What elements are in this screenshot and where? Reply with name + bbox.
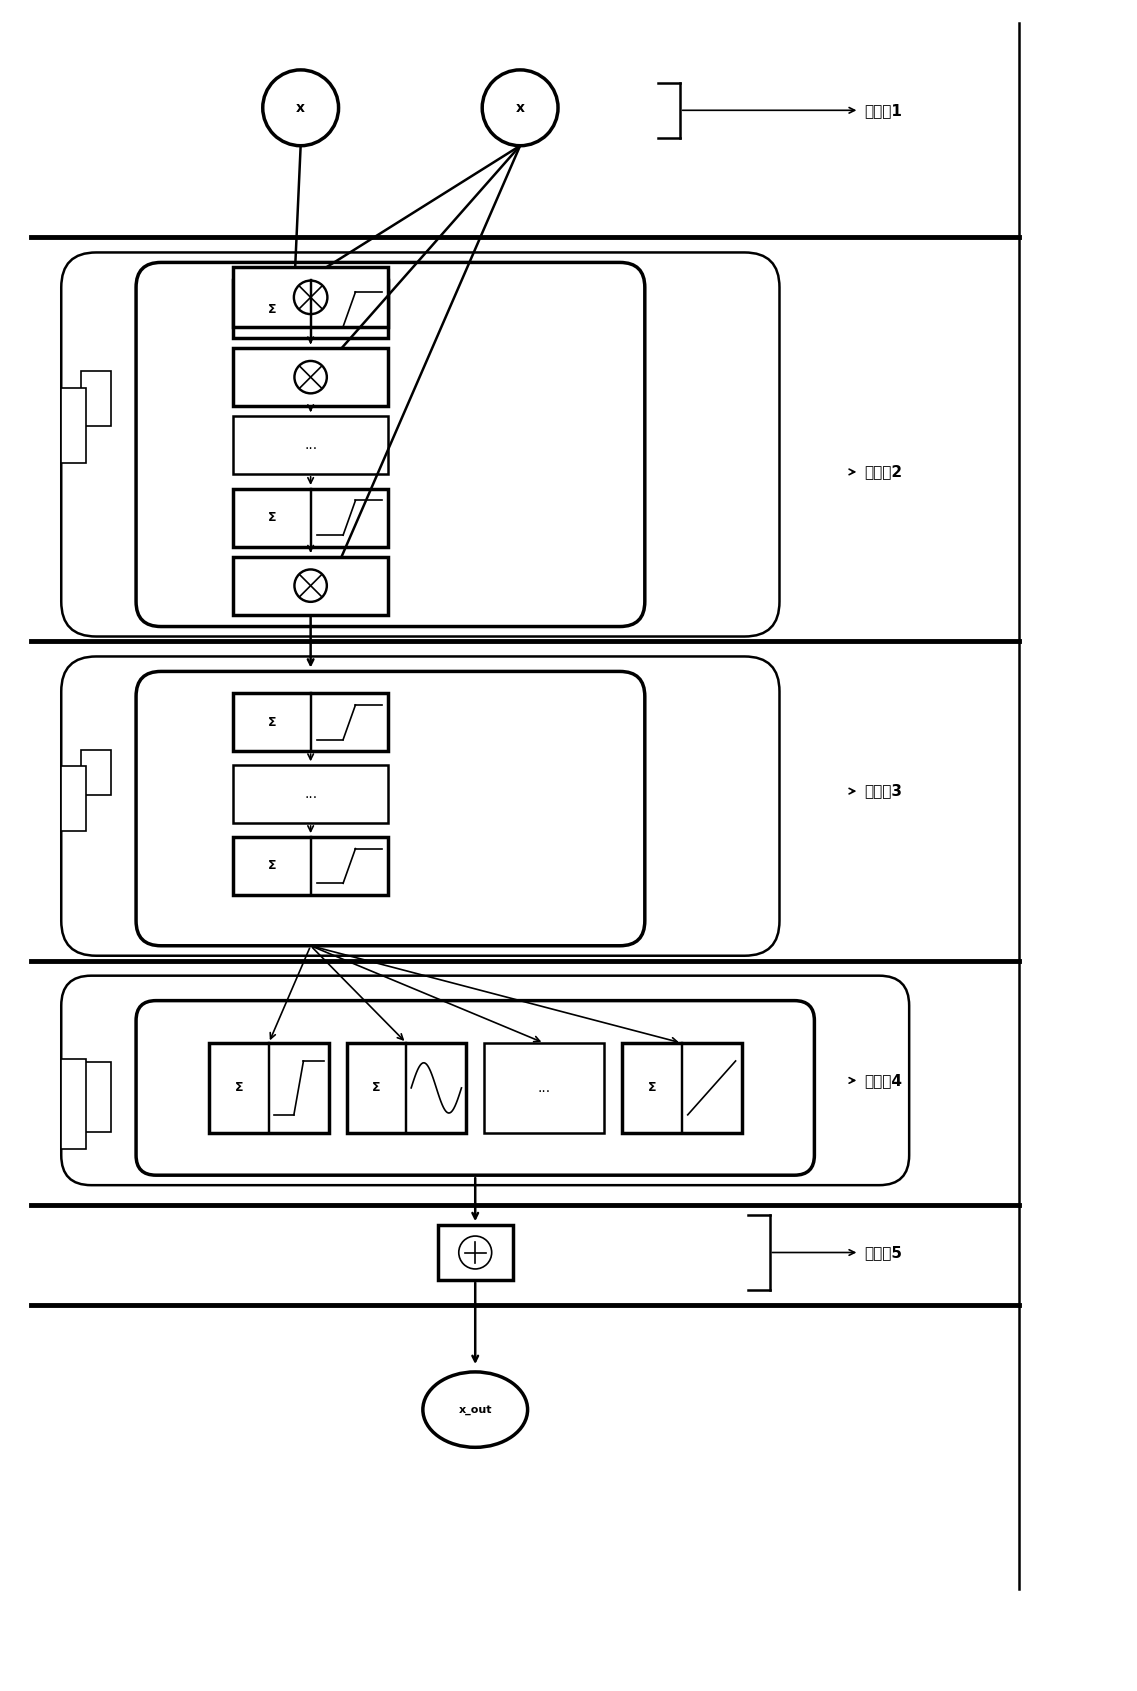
FancyBboxPatch shape xyxy=(233,837,388,895)
Text: Σ: Σ xyxy=(234,1082,243,1094)
Text: Σ: Σ xyxy=(267,303,276,316)
FancyBboxPatch shape xyxy=(484,1043,604,1133)
Text: ...: ... xyxy=(538,1081,550,1094)
FancyBboxPatch shape xyxy=(61,387,86,463)
FancyBboxPatch shape xyxy=(61,976,910,1185)
Text: ...: ... xyxy=(304,438,317,451)
FancyBboxPatch shape xyxy=(438,1224,513,1280)
Text: Σ: Σ xyxy=(267,715,276,729)
FancyBboxPatch shape xyxy=(233,267,388,328)
FancyBboxPatch shape xyxy=(81,1062,111,1131)
FancyBboxPatch shape xyxy=(209,1043,329,1133)
Text: 分解屲4: 分解屲4 xyxy=(864,1072,903,1087)
FancyBboxPatch shape xyxy=(233,416,388,473)
Text: x: x xyxy=(296,101,305,115)
Text: x: x xyxy=(515,101,524,115)
Circle shape xyxy=(263,69,339,145)
FancyBboxPatch shape xyxy=(61,656,780,955)
FancyBboxPatch shape xyxy=(81,372,111,426)
FancyBboxPatch shape xyxy=(233,489,388,546)
Text: 输入屲2: 输入屲2 xyxy=(864,465,903,480)
FancyBboxPatch shape xyxy=(61,1059,86,1148)
Text: Σ: Σ xyxy=(267,511,276,524)
FancyBboxPatch shape xyxy=(347,1043,466,1133)
Text: 输出屲5: 输出屲5 xyxy=(864,1245,903,1260)
Text: Σ: Σ xyxy=(372,1082,381,1094)
FancyBboxPatch shape xyxy=(81,751,111,795)
FancyBboxPatch shape xyxy=(233,766,388,824)
Text: x_out: x_out xyxy=(458,1405,492,1415)
FancyBboxPatch shape xyxy=(233,556,388,614)
Text: Σ: Σ xyxy=(267,859,276,873)
FancyBboxPatch shape xyxy=(233,348,388,406)
FancyBboxPatch shape xyxy=(136,671,645,945)
Text: 输入屲1: 输入屲1 xyxy=(864,103,902,118)
FancyBboxPatch shape xyxy=(136,262,645,627)
FancyBboxPatch shape xyxy=(233,693,388,751)
Text: ...: ... xyxy=(304,786,317,802)
FancyBboxPatch shape xyxy=(61,252,780,636)
Text: 中间屲3: 中间屲3 xyxy=(864,783,903,798)
FancyBboxPatch shape xyxy=(622,1043,741,1133)
Circle shape xyxy=(482,69,558,145)
FancyBboxPatch shape xyxy=(233,281,388,338)
Ellipse shape xyxy=(423,1371,528,1447)
FancyBboxPatch shape xyxy=(61,766,86,830)
FancyBboxPatch shape xyxy=(136,1001,814,1175)
Text: Σ: Σ xyxy=(648,1082,656,1094)
